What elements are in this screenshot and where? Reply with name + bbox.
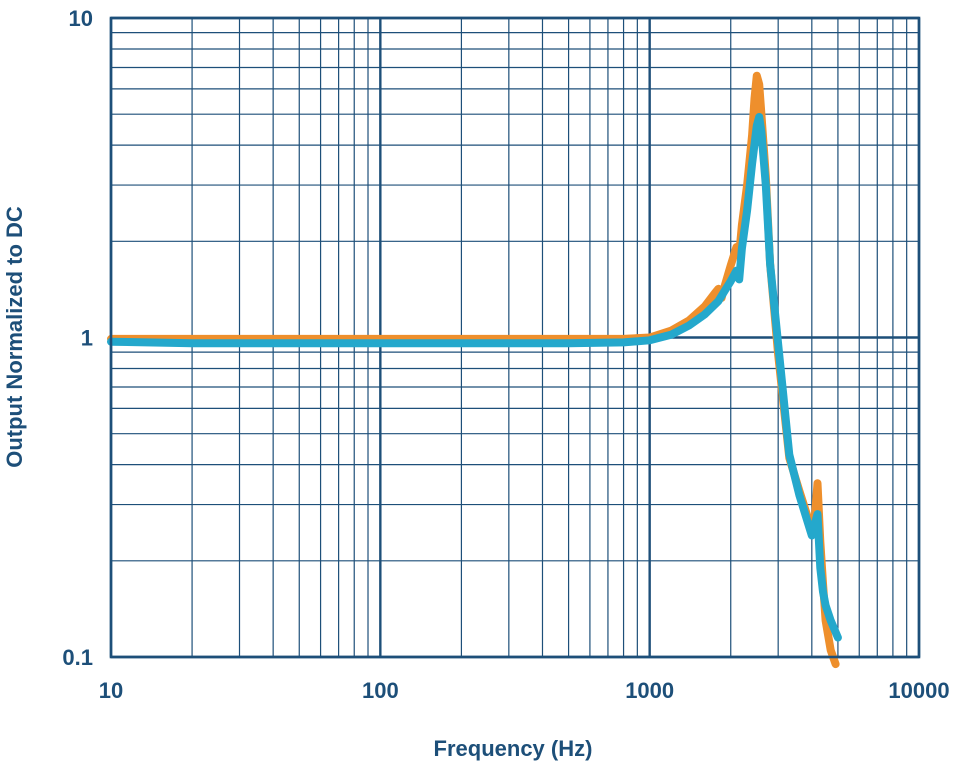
x-tick-label: 100 [362, 678, 399, 703]
x-tick-labels: 10 100 1000 10000 [99, 678, 950, 703]
y-tick-label: 1 [81, 326, 93, 351]
series-line-1 [107, 71, 840, 669]
x-axis-label: Frequency (Hz) [434, 736, 593, 761]
series-line-2 [107, 113, 842, 642]
y-tick-label: 10 [69, 6, 93, 31]
y-axis-label: Output Normalized to DC [2, 206, 27, 468]
y-tick-label: 0.1 [62, 645, 93, 670]
x-tick-label: 10000 [888, 678, 949, 703]
x-tick-label: 10 [99, 678, 123, 703]
plot-frame [109, 16, 921, 659]
series-layer [107, 71, 842, 669]
x-tick-label: 1000 [625, 678, 674, 703]
y-tick-labels: 0.1 1 10 [62, 6, 93, 670]
